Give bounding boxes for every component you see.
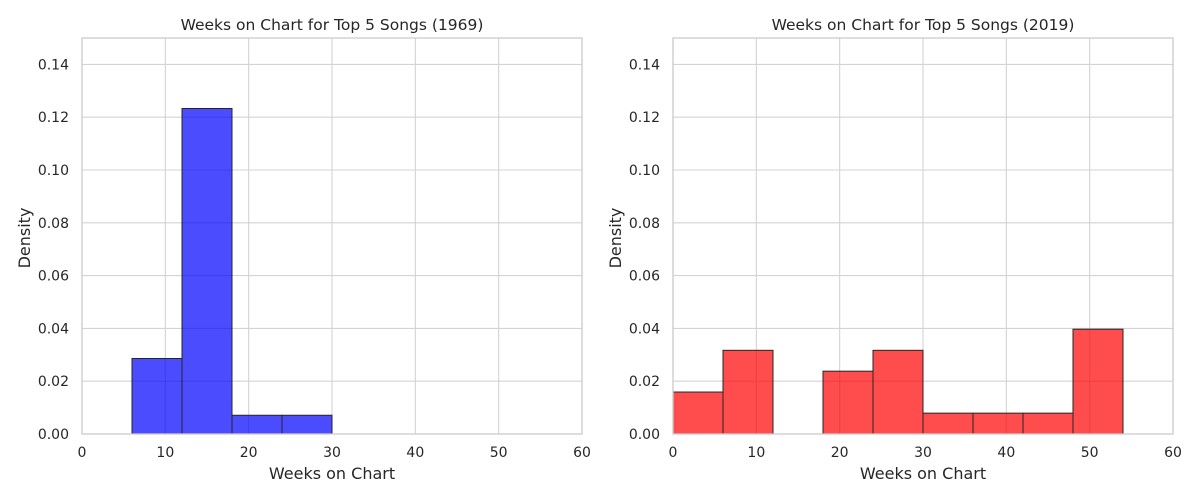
x-tick-label: 40 [406,445,424,461]
x-tick-label: 60 [573,445,591,461]
x-tick-label: 20 [240,445,258,461]
y-tick-label: 0.00 [38,427,69,443]
histogram-bar [922,412,974,435]
chart-panel-2019: Weeks on Chart for Top 5 Songs (2019) 0 1… [606,16,1182,483]
y-tick-label: 0.14 [629,57,660,73]
y-tick-label: 0.10 [629,163,660,179]
y-tick-label: 0.08 [38,216,69,232]
x-tick-label: 20 [831,445,849,461]
x-tick-label: 50 [1081,445,1099,461]
x-tick-label: 10 [156,445,174,461]
y-tick-label: 0.12 [629,110,660,126]
histogram-bar [1022,412,1074,435]
y-axis-title: Density [15,208,34,269]
x-tick-label: 10 [747,445,765,461]
histogram-bar [872,349,924,435]
histogram-bar [231,414,283,435]
x-axis-title: Weeks on Chart [269,464,395,483]
histogram-bar [722,349,774,435]
chart-panel-1969: Weeks on Chart for Top 5 Songs (1969) 0 1… [15,16,591,483]
x-tick-label: 0 [669,445,678,461]
y-tick-label: 0.08 [629,216,660,232]
x-tick-label: 30 [323,445,341,461]
y-tick-label: 0.00 [629,427,660,443]
histogram-bar [131,357,183,435]
y-tick-label: 0.14 [38,57,69,73]
x-tick-label: 40 [997,445,1015,461]
y-tick-label: 0.06 [629,269,660,285]
chart-title: Weeks on Chart for Top 5 Songs (2019) [772,16,1075,34]
y-tick-label: 0.02 [629,374,660,390]
y-axis-title: Density [606,208,625,269]
y-tick-label: 0.06 [38,269,69,285]
histogram-bar [181,107,233,435]
x-tick-label: 50 [490,445,508,461]
plot-area: 0 10 20 30 40 50 60 0.00 0.02 0.04 0.06 0.08 0.10 0.1… [629,37,1182,461]
y-tick-label: 0.04 [629,321,660,337]
x-axis-title: Weeks on Chart [860,464,986,483]
histogram-bar [672,391,724,435]
x-tick-label: 60 [1164,445,1182,461]
histogram-bar [1072,328,1124,435]
y-tick-label: 0.02 [38,374,69,390]
chart-title: Weeks on Chart for Top 5 Songs (1969) [181,16,484,34]
y-tick-label: 0.12 [38,110,69,126]
y-tick-label: 0.04 [38,321,69,337]
histogram-bar [972,412,1024,435]
x-tick-label: 0 [78,445,87,461]
histogram-bar [822,370,874,435]
y-tick-label: 0.10 [38,163,69,179]
plot-frame [81,37,583,435]
histogram-bar [281,414,333,435]
plot-area: 0 10 20 30 40 50 60 0.00 0.02 0.04 0.06 0.08 0.10 0.1… [38,37,591,461]
x-tick-label: 30 [914,445,932,461]
plot-frame [672,37,1174,435]
